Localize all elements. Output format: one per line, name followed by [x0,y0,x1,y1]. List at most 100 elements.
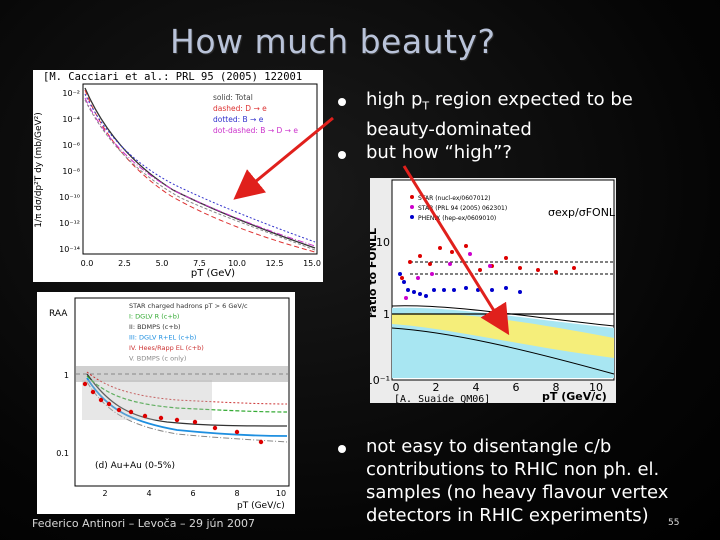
x-tick-label: 0.0 [81,259,94,268]
legend-entry: V. BDMPS (c only) [129,355,186,363]
legend-entry: solid: Total [213,93,253,102]
data-point [464,286,468,290]
legend-marker [410,215,414,219]
x-tick-label: 5.0 [156,259,169,268]
legend-entry: STAR (nucl-ex/0607012) [418,195,491,202]
plot-ratio-ylabel: ratio to FONLL [370,228,379,318]
data-point [82,381,88,387]
bullet-item: but how “high”? [338,141,638,164]
data-point [192,419,198,425]
legend-entry: dotted: B → e [213,115,264,124]
x-tick-label: 2 [433,381,440,394]
citation-cacciari: [M. Cacciari et al.: PRL 95 (2005) 12200… [43,71,303,83]
plot-ratio-xlabel: pT (GeV/c) [542,390,607,403]
x-tick-label: 8 [234,489,239,498]
data-point [554,270,558,274]
data-point [430,272,434,276]
x-tick-label: 12.5 [266,259,284,268]
data-point [234,429,240,435]
legend-entry: STAR (PRL 94 (2005) 062301) [418,205,507,212]
plot-raa-xlabel: pT (GeV/c) [237,501,285,511]
plot-cacciari-svg: 10⁻² 10⁻⁴ 10⁻⁶ 10⁻⁸ 10⁻¹⁰ 10⁻¹² 10⁻¹⁴ 0.0 2.5 5.… [34,83,321,279]
y-tick-label: 10⁻¹² [59,219,80,228]
x-tick-label: 7.5 [193,259,206,268]
y-tick-label: 10⁻¹ [370,374,390,387]
y-tick-label: 1 [64,371,69,380]
data-point [452,288,456,292]
data-point [98,397,104,403]
data-point [106,401,112,407]
data-point [418,254,422,258]
data-point [128,409,134,415]
plot-cacciari-xlabel: pT (GeV) [191,268,235,279]
data-point [448,262,452,266]
data-point [258,439,264,445]
data-point [468,252,472,256]
bullets-bottom: not easy to disentangle c/b contribution… [338,435,674,527]
data-point [158,415,164,421]
x-tick-label: 10.0 [228,259,246,268]
x-tick-label: 4 [473,381,480,394]
legend-entry: STAR charged hadrons pT > 6 GeV/c [129,302,248,310]
data-point [402,280,406,284]
x-tick-label: 15.0 [303,259,321,268]
legend-entry: dashed: D → e [213,104,267,113]
data-point [418,292,422,296]
y-tick-label: 10⁻¹⁰ [59,193,80,202]
data-point [116,407,122,413]
data-point [408,260,412,264]
x-tick-label: 2 [102,489,107,498]
data-point [572,266,576,270]
plot-raa-svg: RAA STAR charged hadrons pT > 6 GeV/c I: … [49,297,290,511]
data-point [504,256,508,260]
plot-ratio-svg: ratio to FONLL STAR (nucl-ex/0607012) STA… [370,179,616,403]
legend-entry: dot-dashed: B → D → e [213,126,298,135]
data-point [90,389,96,395]
data-point [442,288,446,292]
data-point [404,296,408,300]
data-point [398,272,402,276]
plot-ratio-fonll: ratio to FONLL STAR (nucl-ex/0607012) STA… [370,178,616,405]
data-point [450,250,454,254]
slide-title: How much beauty? [170,22,496,61]
citation-suaide: [A. Suaide QM06] [394,394,491,405]
page-number: 55 [668,518,680,528]
legend-marker [410,205,414,209]
x-tick-label: 6 [190,489,195,498]
x-tick-label: 4 [146,489,151,498]
legend-entry: PHENIX (hep-ex/0609010) [418,215,496,222]
data-point [432,288,436,292]
legend-entry: III: DGLV R+EL (c+b) [129,334,196,342]
legend-entry: I: DGLV R (c+b) [129,313,179,321]
x-tick-label: 10 [276,489,286,498]
plot-cacciari-ylabel: 1/π dσ/dp²T dy (mb/GeV²) [34,112,44,228]
data-point [412,290,416,294]
data-point [142,413,148,419]
data-point [504,286,508,290]
y-tick-label: 10⁻² [62,89,80,98]
data-point [518,266,522,270]
y-tick-label: 10 [376,236,390,249]
plot-raa-ylabel: RAA [49,309,68,319]
plot-ratio-ratio-label: σexp/σFONLL [548,206,616,219]
y-tick-label: 10⁻⁶ [62,141,80,150]
x-tick-label: 6 [513,381,520,394]
bullet-item: not easy to disentangle c/b contribution… [338,435,674,527]
x-tick-label: 10 [589,381,603,394]
bullet-item: high pT region expected to be beauty-dom… [338,88,638,141]
x-tick-label: 0 [393,381,400,394]
bullets-top: high pT region expected to be beauty-dom… [338,88,638,164]
plot-raa: RAA STAR charged hadrons pT > 6 GeV/c I: … [37,292,295,514]
data-point [438,246,442,250]
data-point [478,268,482,272]
data-point [416,276,420,280]
data-point [490,288,494,292]
data-point [428,262,432,266]
data-point [518,290,522,294]
y-tick-label: 10⁻⁴ [62,115,80,124]
y-tick-label: 0.1 [56,449,69,458]
plot-cacciari: [M. Cacciari et al.: PRL 95 (2005) 12200… [33,70,323,282]
data-point [476,288,480,292]
y-tick-label: 10⁻⁸ [62,167,80,176]
data-point [424,294,428,298]
